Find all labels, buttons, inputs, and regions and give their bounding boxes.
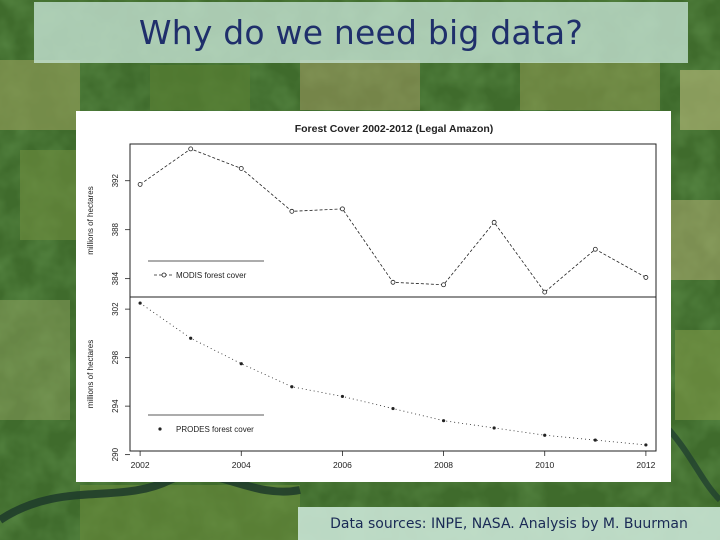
y-tick-label: 294 (111, 399, 120, 413)
x-tick-label: 2012 (636, 460, 655, 470)
data-point-modis (289, 208, 295, 214)
data-point-modis (441, 282, 446, 288)
x-tick-label: 2002 (131, 460, 150, 470)
y-axis-label: millions of hectares (86, 186, 95, 254)
data-point-prodes (593, 438, 597, 442)
x-tick-label: 2006 (333, 460, 352, 470)
data-point-prodes (391, 406, 395, 411)
y-tick-label: 302 (111, 302, 120, 316)
title-banner: Why do we need big data? (34, 2, 688, 63)
legend-label: MODIS forest cover (176, 271, 247, 280)
data-point-prodes (340, 394, 345, 399)
data-point-modis (643, 275, 649, 280)
series-line-prodes (139, 302, 646, 446)
y-tick-label: 298 (111, 350, 120, 364)
source-banner: Data sources: INPE, NASA. Analysis by M.… (298, 507, 720, 540)
data-point-prodes (543, 433, 547, 437)
forest-cover-chart: Forest Cover 2002-2012 (Legal Amazon) 384… (86, 123, 657, 470)
data-point-prodes (441, 419, 446, 423)
y-axis-label: millions of hectares (86, 340, 95, 408)
chart-panel: Forest Cover 2002-2012 (Legal Amazon) 384… (76, 111, 671, 482)
data-point-prodes (644, 443, 648, 447)
x-tick-label: 2010 (535, 460, 554, 470)
y-tick-label: 384 (111, 271, 120, 285)
chart-title: Forest Cover 2002-2012 (Legal Amazon) (295, 123, 494, 135)
data-point-modis (340, 206, 345, 212)
y-tick-label: 290 (111, 447, 120, 461)
data-point-prodes (492, 426, 496, 430)
x-tick-label: 2004 (232, 460, 251, 470)
plot-frame-2 (129, 296, 657, 452)
data-point-modis (390, 279, 396, 285)
y-tick-label: 388 (111, 222, 120, 236)
legend-marker-prodes (158, 427, 162, 431)
data-point-prodes (138, 301, 142, 305)
x-tick-label: 2008 (434, 460, 453, 470)
data-point-modis (592, 246, 598, 252)
data-point-prodes (189, 336, 193, 340)
legend-marker-modis (161, 272, 167, 278)
data-point-modis (491, 219, 497, 225)
data-point-prodes (239, 362, 243, 366)
data-point-modis (542, 289, 548, 295)
y-tick-label: 392 (111, 174, 120, 188)
data-point-prodes (290, 385, 294, 389)
source-note: Data sources: INPE, NASA. Analysis by M.… (330, 515, 688, 532)
data-point-modis (137, 181, 143, 187)
slide-title: Why do we need big data? (138, 13, 584, 52)
legend-label: PRODES forest cover (176, 425, 254, 434)
data-point-modis (188, 146, 194, 152)
data-point-modis (238, 166, 244, 171)
